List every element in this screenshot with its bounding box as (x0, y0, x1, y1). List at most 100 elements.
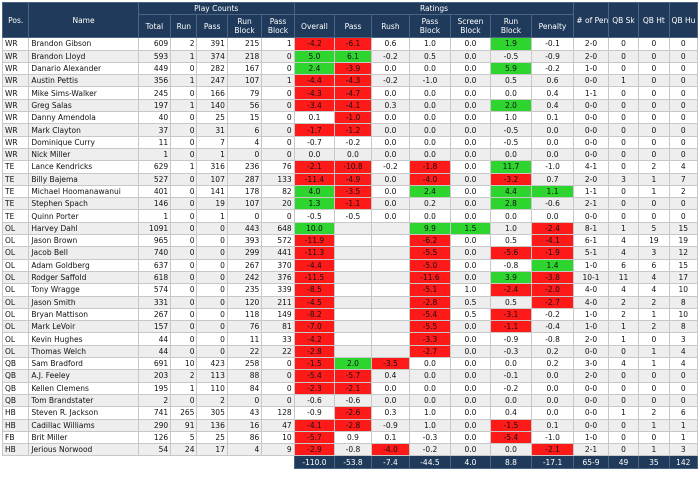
cell-name[interactable]: Greg Salas (28, 98, 139, 113)
col-header-num-pen[interactable]: # of Pen (573, 1, 609, 39)
cell-rating-pass (334, 246, 372, 260)
cell-name[interactable]: Steven R. Jackson (28, 406, 139, 420)
cell-name[interactable]: Jason Smith (28, 295, 139, 309)
cell-name[interactable]: Thomas Welch (28, 344, 139, 359)
cell-qb-hu: 1 (668, 418, 699, 432)
cell-rating-rush: 0.0 (370, 197, 411, 211)
cell-name[interactable]: Jerious Norwood (28, 443, 139, 457)
cell-qb-hu: 0 (668, 74, 699, 88)
cell-pass: 110 (196, 381, 228, 395)
cell-pos: OL (1, 221, 30, 236)
cell-num-pen: 5-1 (573, 246, 609, 260)
cell-penalty: -0.6 (530, 197, 575, 211)
cell-penalty: 0.0 (530, 147, 575, 162)
cell-name[interactable]: Cadillac Williams (28, 418, 139, 432)
col-header-qb-sk[interactable]: QB Sk (607, 1, 640, 39)
cell-name[interactable]: Kevin Hughes (28, 332, 139, 346)
cell-name[interactable]: Rodger Saffold (28, 270, 139, 285)
cell-run: 0 (170, 209, 198, 223)
cell-name[interactable]: Lance Kendricks (28, 160, 139, 174)
col-header-qb-ht[interactable]: QB Ht (638, 1, 670, 39)
cell-overall: -5.4 (293, 369, 336, 383)
cell-qb-sk: 1 (607, 320, 640, 334)
col-header-rating-run-block[interactable]: Run Block (490, 14, 532, 39)
cell-run-block: 79 (226, 86, 263, 100)
cell-name[interactable]: Mark LeVoir (28, 320, 139, 334)
cell-run-block: 0 (226, 147, 263, 162)
cell-name[interactable]: Tom Brandstater (28, 393, 139, 408)
cell-name[interactable]: Mark Clayton (28, 123, 139, 137)
cell-pass: 316 (196, 160, 228, 174)
cell-name[interactable]: A.J. Feeley (28, 369, 139, 383)
cell-run-block: 6 (226, 123, 263, 137)
cell-pos: OL (1, 270, 30, 285)
cell-name[interactable]: Tony Wragge (28, 283, 139, 297)
col-header-pass[interactable]: Pass (196, 14, 228, 39)
cell-name[interactable]: Harvey Dahl (28, 221, 139, 236)
col-header-rating-pass[interactable]: Pass (334, 14, 372, 39)
cell-overall: -4.2 (293, 332, 336, 346)
table-row: FB Brit Miller 126 5 25 86 10 -5.7 0.9 0.1 -0.3 0.0… (1, 430, 699, 445)
cell-name[interactable]: Danario Alexander (28, 61, 139, 76)
cell-pos: WR (1, 98, 30, 113)
cell-name[interactable]: Brandon Gibson (28, 37, 139, 51)
col-header-run[interactable]: Run (170, 14, 198, 39)
cell-num-pen: 0-0 (573, 111, 609, 125)
col-header-rating-pass-block[interactable]: Pass Block (409, 14, 451, 39)
cell-name[interactable]: Adam Goldberg (28, 258, 139, 272)
cell-name[interactable]: Danny Amendola (28, 111, 139, 125)
col-header-run-block[interactable]: Run Block (226, 14, 263, 39)
col-header-rating-screen-block[interactable]: Screen Block (449, 14, 492, 39)
cell-name[interactable]: Austin Pettis (28, 74, 139, 88)
col-header-qb-hu[interactable]: QB Hu (668, 1, 699, 39)
col-header-total[interactable]: Total (137, 14, 172, 39)
cell-rating-rush: 0.0 (370, 393, 411, 408)
col-header-overall[interactable]: Overall (293, 14, 336, 39)
cell-qb-sk: 0 (607, 61, 640, 76)
col-header-rating-penalty[interactable]: Penalty (530, 14, 575, 39)
cell-name[interactable]: Nick Miller (28, 147, 139, 162)
cell-rating-pass: -0.2 (334, 135, 372, 149)
cell-rating-pass-block: 9.9 (409, 221, 451, 236)
cell-qb-sk: 0 (607, 393, 640, 408)
cell-rating-rush: -3.5 (370, 357, 411, 371)
cell-rating-screen-block: 0.0 (449, 184, 492, 199)
cell-qb-sk: 0 (607, 160, 640, 174)
cell-run: 0 (170, 307, 198, 322)
cell-name[interactable]: Sam Bradford (28, 357, 139, 371)
cell-name[interactable]: Dominique Curry (28, 135, 139, 149)
cell-qb-hu: 3 (668, 332, 699, 346)
cell-name[interactable]: Bryan Mattison (28, 307, 139, 322)
cell-name[interactable]: Billy Bajema (28, 172, 139, 186)
cell-qb-ht: 0 (638, 135, 670, 149)
cell-name[interactable]: Quinn Porter (28, 209, 139, 223)
cell-name[interactable]: Stephen Spach (28, 197, 139, 211)
col-header-rating-rush[interactable]: Rush (370, 14, 411, 39)
cell-overall: -7.0 (293, 320, 336, 334)
cell-overall: -8.5 (293, 283, 336, 297)
cell-name[interactable]: Jacob Bell (28, 246, 139, 260)
cell-rating-pass (334, 320, 372, 334)
cell-num-pen: 1-0 (573, 430, 609, 445)
cell-pass: 247 (196, 74, 228, 88)
cell-rating-screen-block: 0.0 (449, 443, 492, 457)
cell-name[interactable]: Jason Brown (28, 234, 139, 248)
cell-qb-sk: 4 (607, 234, 640, 248)
cell-overall: -0.5 (293, 209, 336, 223)
table-row: HB Jerious Norwood 54 24 17 4 9 -2.9 -0.8 -4.0 -0.… (1, 443, 699, 457)
col-header-pass-block[interactable]: Pass Block (261, 14, 295, 39)
cell-name[interactable]: Mike Sims-Walker (28, 86, 139, 100)
table-row: OL Kevin Hughes 44 0 0 11 33 -4.2 -3.3 0.0 -0.9 -0.… (1, 332, 699, 346)
col-header-name[interactable]: Name (28, 1, 139, 39)
cell-name[interactable]: Kellen Clemens (28, 381, 139, 395)
cell-name[interactable]: Michael Hoomanawanui (28, 184, 139, 199)
cell-pass: 107 (196, 172, 228, 186)
cell-rating-pass (334, 258, 372, 272)
cell-name[interactable]: Brandon Lloyd (28, 49, 139, 63)
cell-qb-ht: 2 (638, 406, 670, 420)
totals-spacer (2, 455, 295, 469)
cell-name[interactable]: Brit Miller (28, 430, 139, 445)
cell-pass: 0 (196, 320, 228, 334)
col-header-pos[interactable]: Pos. (1, 1, 30, 39)
cell-overall: -4.1 (293, 418, 336, 432)
